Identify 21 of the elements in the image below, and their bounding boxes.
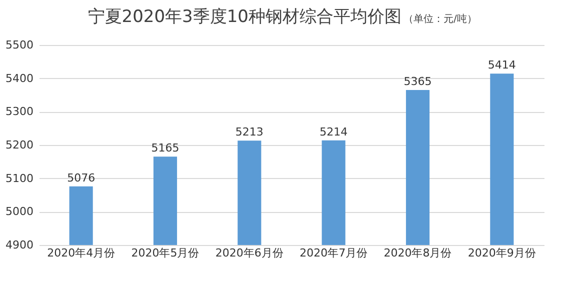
chart-subtitle: （单位：元/吨） (404, 13, 477, 25)
x-tick-label: 2020年6月份 (215, 246, 284, 260)
x-tick-label: 2020年4月份 (47, 246, 116, 260)
chart-title: 宁夏2020年3季度10种钢材综合平均价图 (88, 7, 402, 27)
y-tick-label: 5100 (6, 172, 34, 185)
x-tick-label: 2020年9月份 (468, 246, 536, 260)
x-tick-label: 2020年8月份 (384, 246, 452, 260)
y-tick-label: 5300 (6, 105, 34, 118)
y-tick-label: 4900 (6, 238, 34, 252)
data-label: 5414 (488, 58, 516, 72)
y-tick-label: 5400 (6, 72, 34, 85)
data-label: 5076 (67, 171, 96, 184)
data-label: 5165 (151, 142, 180, 155)
data-label: 5365 (404, 75, 432, 88)
x-tick-label: 2020年7月份 (300, 246, 368, 260)
y-tick-label: 5500 (6, 38, 34, 52)
y-tick-label: 5000 (6, 205, 34, 218)
x-tick-label: 2020年5月份 (131, 246, 200, 260)
data-label: 5213 (235, 126, 264, 139)
y-tick-label: 5200 (6, 138, 34, 152)
data-label: 5214 (320, 125, 348, 138)
